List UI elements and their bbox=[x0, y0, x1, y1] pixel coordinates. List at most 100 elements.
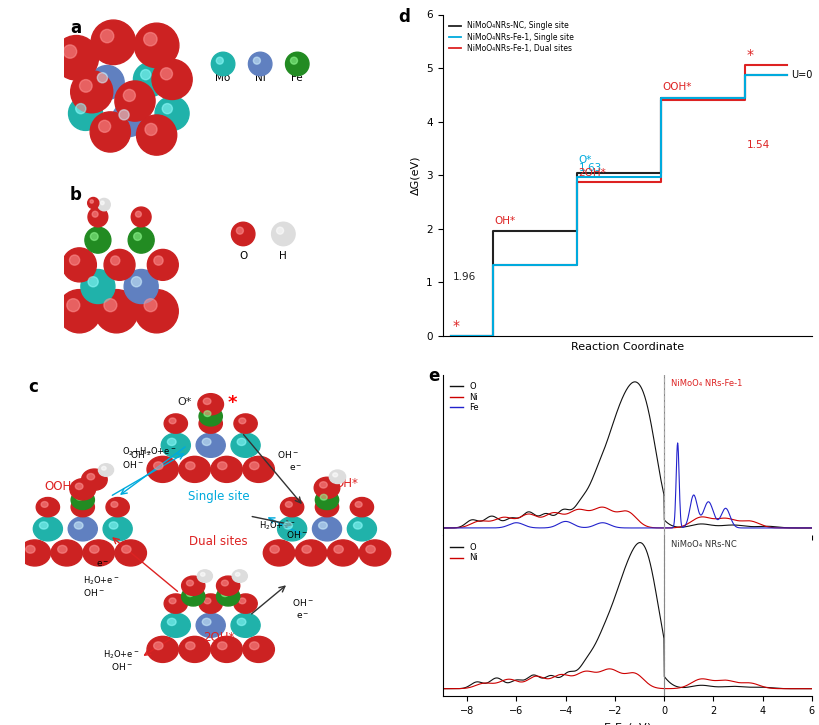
Circle shape bbox=[135, 211, 141, 218]
Circle shape bbox=[103, 517, 132, 541]
Circle shape bbox=[90, 233, 98, 241]
NiMoO₄NRs-Fe-1, Dual sites bbox=[739, 96, 749, 104]
Ni bbox=[586, 506, 596, 515]
Circle shape bbox=[66, 299, 79, 312]
Text: d: d bbox=[398, 8, 410, 26]
O bbox=[806, 684, 816, 693]
Circle shape bbox=[128, 227, 154, 253]
Text: OH$^-$: OH$^-$ bbox=[121, 459, 143, 470]
Line: O: O bbox=[442, 382, 811, 528]
Text: OH$^-$: OH$^-$ bbox=[130, 449, 152, 460]
Ni bbox=[586, 668, 596, 676]
Circle shape bbox=[62, 248, 97, 282]
Circle shape bbox=[320, 502, 327, 508]
Circle shape bbox=[276, 227, 283, 234]
Circle shape bbox=[140, 70, 151, 80]
Circle shape bbox=[242, 637, 274, 663]
NiMoO₄NRs-Fe-1, Single site bbox=[487, 331, 497, 340]
Circle shape bbox=[283, 522, 292, 529]
Text: NiMoO₄ NRs-NC: NiMoO₄ NRs-NC bbox=[671, 540, 736, 549]
Text: H$_2$O+e$^-$: H$_2$O+e$^-$ bbox=[259, 520, 296, 532]
O bbox=[586, 645, 596, 654]
Circle shape bbox=[167, 439, 176, 445]
Circle shape bbox=[131, 207, 151, 227]
NiMoO₄NRs-NC, Single site bbox=[487, 227, 497, 236]
Fe bbox=[725, 514, 735, 523]
Circle shape bbox=[196, 434, 225, 457]
Fe bbox=[586, 522, 596, 531]
Legend: NiMoO₄NRs-NC, Single site, NiMoO₄NRs-Fe-1, Single site, NiMoO₄NRs-Fe-1, Dual sit: NiMoO₄NRs-NC, Single site, NiMoO₄NRs-Fe-… bbox=[446, 18, 577, 56]
Circle shape bbox=[164, 414, 188, 434]
NiMoO₄NRs-Fe-1, Dual sites bbox=[446, 331, 455, 340]
Circle shape bbox=[39, 522, 48, 529]
Fe bbox=[806, 523, 816, 532]
Circle shape bbox=[57, 289, 101, 333]
Text: OH*: OH* bbox=[494, 216, 515, 226]
Circle shape bbox=[161, 67, 172, 80]
Circle shape bbox=[85, 227, 111, 253]
O bbox=[731, 521, 741, 529]
NiMoO₄NRs-Fe-1, Single site bbox=[571, 260, 581, 269]
Circle shape bbox=[63, 45, 77, 58]
Circle shape bbox=[88, 277, 98, 287]
Circle shape bbox=[102, 466, 106, 470]
Line: O: O bbox=[442, 542, 811, 689]
Circle shape bbox=[249, 642, 259, 650]
Circle shape bbox=[295, 540, 326, 566]
Circle shape bbox=[155, 96, 189, 130]
NiMoO₄NRs-Fe-1, Single site bbox=[655, 173, 665, 182]
Circle shape bbox=[179, 637, 210, 663]
Circle shape bbox=[233, 594, 257, 613]
Circle shape bbox=[233, 414, 257, 434]
Circle shape bbox=[161, 434, 190, 457]
NiMoO₄NRs-Fe-1, Single site bbox=[739, 94, 749, 102]
Circle shape bbox=[81, 270, 115, 304]
Text: 1.63: 1.63 bbox=[578, 162, 601, 173]
Circle shape bbox=[137, 115, 177, 155]
Circle shape bbox=[301, 545, 311, 553]
NiMoO₄NRs-NC, Single site bbox=[571, 227, 581, 236]
Circle shape bbox=[97, 72, 107, 83]
Circle shape bbox=[248, 52, 272, 75]
Ni bbox=[475, 679, 485, 688]
Circle shape bbox=[54, 36, 98, 80]
Fe bbox=[690, 498, 700, 507]
Circle shape bbox=[70, 255, 79, 265]
Circle shape bbox=[202, 618, 210, 626]
Circle shape bbox=[217, 462, 227, 470]
NiMoO₄NRs-NC, Single site bbox=[781, 71, 790, 80]
Circle shape bbox=[319, 481, 327, 488]
O bbox=[600, 442, 609, 451]
Circle shape bbox=[131, 277, 142, 287]
Fe bbox=[672, 439, 681, 447]
Circle shape bbox=[109, 522, 118, 529]
NiMoO₄NRs-Fe-1, Dual sites bbox=[739, 61, 749, 70]
Circle shape bbox=[71, 497, 94, 517]
Circle shape bbox=[210, 456, 242, 482]
Circle shape bbox=[197, 570, 212, 582]
Text: H: H bbox=[279, 251, 287, 261]
Circle shape bbox=[115, 540, 147, 566]
NiMoO₄NRs-NC, Single site bbox=[655, 94, 665, 102]
O bbox=[475, 517, 485, 526]
Circle shape bbox=[169, 598, 176, 604]
Circle shape bbox=[237, 618, 246, 626]
NiMoO₄NRs-NC, Single site bbox=[487, 331, 497, 340]
Circle shape bbox=[115, 81, 155, 121]
Ni bbox=[600, 666, 609, 674]
Circle shape bbox=[221, 591, 229, 597]
Ni bbox=[725, 676, 735, 685]
Text: OH*: OH* bbox=[334, 477, 358, 490]
Circle shape bbox=[238, 598, 246, 604]
Ni bbox=[600, 503, 609, 512]
Circle shape bbox=[204, 418, 210, 423]
Circle shape bbox=[89, 545, 99, 553]
Circle shape bbox=[111, 502, 118, 508]
Circle shape bbox=[41, 502, 48, 508]
Circle shape bbox=[68, 517, 97, 541]
Circle shape bbox=[315, 497, 338, 517]
Text: *: * bbox=[452, 319, 459, 334]
O bbox=[806, 523, 816, 532]
Text: O*: O* bbox=[177, 397, 191, 407]
Circle shape bbox=[36, 497, 60, 517]
